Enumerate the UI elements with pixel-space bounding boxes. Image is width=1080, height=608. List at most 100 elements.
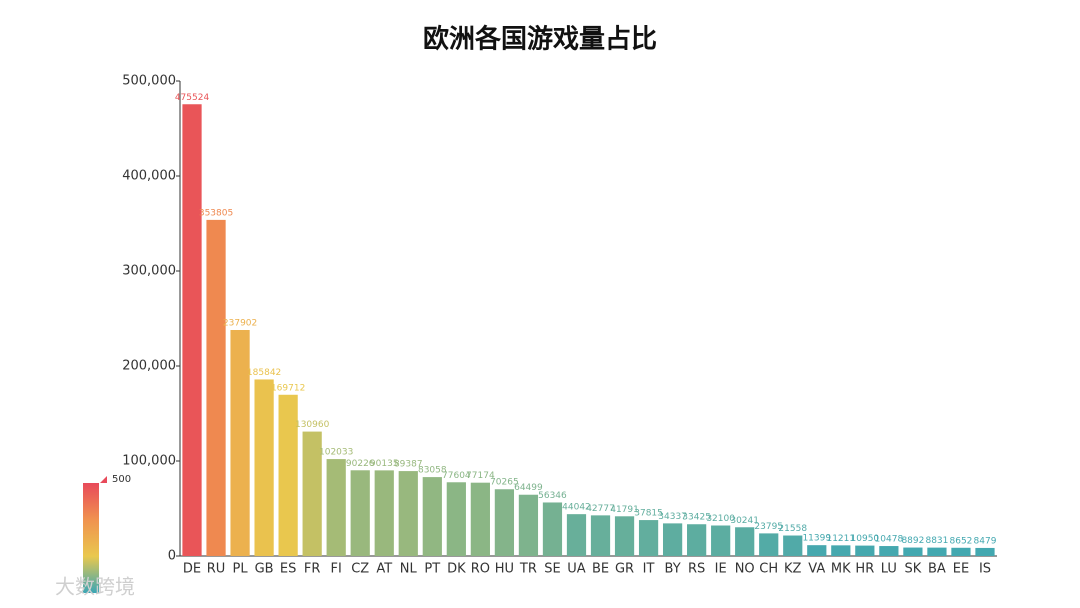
bar bbox=[302, 431, 322, 556]
visual-map-bar bbox=[83, 483, 99, 593]
value-label: 44042 bbox=[562, 503, 591, 513]
x-tick-label: PT bbox=[424, 562, 440, 577]
x-tick-label: NO bbox=[735, 562, 755, 577]
value-label: 475524 bbox=[175, 93, 210, 103]
bar bbox=[326, 459, 346, 556]
x-tick-label: BE bbox=[592, 562, 609, 577]
x-tick-label: HU bbox=[495, 562, 514, 577]
bar bbox=[182, 104, 202, 556]
value-label: 32100 bbox=[706, 514, 735, 524]
x-tick-label: FI bbox=[331, 562, 342, 577]
value-label: 8652 bbox=[950, 536, 973, 546]
y-tick-label: 0 bbox=[168, 549, 176, 564]
value-label: 169712 bbox=[271, 383, 305, 393]
value-label: 8479 bbox=[974, 536, 997, 546]
value-label: 130960 bbox=[295, 420, 330, 430]
bar bbox=[903, 547, 923, 556]
value-label: 11399 bbox=[802, 534, 831, 544]
bar bbox=[711, 525, 731, 556]
value-label: 10950 bbox=[851, 534, 880, 544]
bar bbox=[951, 547, 971, 556]
bar bbox=[278, 394, 298, 556]
x-tick-label: RO bbox=[471, 562, 490, 577]
x-tick-label: SE bbox=[544, 562, 560, 577]
value-label: 56346 bbox=[538, 491, 567, 501]
bar bbox=[230, 329, 250, 556]
bar bbox=[254, 379, 274, 556]
bar bbox=[350, 470, 370, 556]
x-tick-label: RU bbox=[207, 562, 226, 577]
value-label: 37815 bbox=[634, 509, 663, 519]
x-tick-label: KZ bbox=[784, 562, 802, 577]
y-tick-label: 500,000 bbox=[122, 74, 176, 89]
value-label: 353805 bbox=[199, 208, 233, 218]
y-tick-label: 200,000 bbox=[122, 359, 176, 374]
x-tick-label: IS bbox=[979, 562, 991, 577]
bar bbox=[374, 470, 394, 556]
value-label: 30241 bbox=[730, 516, 759, 526]
bar bbox=[662, 523, 683, 556]
value-label: 185842 bbox=[247, 368, 281, 378]
x-tick-label: IE bbox=[715, 562, 727, 577]
x-tick-label: IT bbox=[643, 562, 655, 577]
value-label: 10478 bbox=[875, 535, 904, 545]
value-label: 77174 bbox=[466, 471, 495, 481]
value-label: 237902 bbox=[223, 318, 257, 328]
bar bbox=[638, 520, 659, 556]
bar bbox=[831, 545, 851, 556]
bar bbox=[398, 471, 418, 556]
x-tick-label: BA bbox=[928, 562, 946, 577]
bar bbox=[590, 515, 611, 556]
bar bbox=[759, 533, 779, 556]
value-label: 64499 bbox=[514, 483, 543, 493]
value-label: 41791 bbox=[610, 505, 639, 515]
bar bbox=[855, 545, 875, 556]
bar bbox=[927, 547, 947, 556]
x-tick-label: FR bbox=[304, 562, 321, 577]
x-tick-label: LU bbox=[881, 562, 897, 577]
bar bbox=[206, 219, 226, 556]
value-label: 21558 bbox=[778, 524, 807, 534]
value-label: 34337 bbox=[658, 512, 687, 522]
x-tick-label: DK bbox=[447, 562, 466, 577]
bar bbox=[566, 514, 587, 556]
bar bbox=[735, 527, 755, 556]
bar bbox=[975, 547, 995, 556]
value-label: 102033 bbox=[319, 448, 353, 458]
x-tick-label: NL bbox=[400, 562, 418, 577]
y-tick-label: 300,000 bbox=[122, 264, 176, 279]
bar bbox=[879, 546, 899, 556]
chart-title: 欧洲各国游戏量占比 bbox=[423, 24, 657, 55]
bar bbox=[542, 502, 563, 556]
bar bbox=[446, 482, 466, 556]
visual-map-label: 500 bbox=[112, 474, 131, 485]
value-label: 77604 bbox=[442, 471, 471, 481]
x-tick-label: MK bbox=[831, 562, 851, 577]
y-tick-label: 100,000 bbox=[122, 454, 176, 469]
x-tick-label: DE bbox=[183, 562, 201, 577]
value-label: 90135 bbox=[370, 459, 399, 469]
x-tick-label: EE bbox=[953, 562, 969, 577]
bar bbox=[783, 535, 803, 556]
x-tick-label: RS bbox=[688, 562, 705, 577]
x-tick-label: CZ bbox=[351, 562, 369, 577]
x-tick-label: HR bbox=[855, 562, 874, 577]
x-tick-label: GR bbox=[615, 562, 634, 577]
value-label: 8831 bbox=[925, 536, 948, 546]
bar bbox=[422, 477, 442, 556]
x-tick-label: TR bbox=[519, 562, 537, 577]
value-label: 90226 bbox=[346, 459, 375, 469]
bar bbox=[518, 494, 539, 556]
value-label: 23795 bbox=[754, 522, 783, 532]
x-tick-label: AT bbox=[376, 562, 392, 577]
value-label: 8892 bbox=[901, 536, 924, 546]
x-tick-label: UA bbox=[567, 562, 586, 577]
bar bbox=[687, 524, 707, 556]
bar bbox=[614, 516, 635, 556]
value-label: 33425 bbox=[682, 513, 711, 523]
x-tick-label: PL bbox=[233, 562, 249, 577]
bar bbox=[470, 482, 490, 556]
value-label: 42777 bbox=[586, 504, 615, 514]
watermark: 大数跨境 bbox=[55, 575, 135, 599]
